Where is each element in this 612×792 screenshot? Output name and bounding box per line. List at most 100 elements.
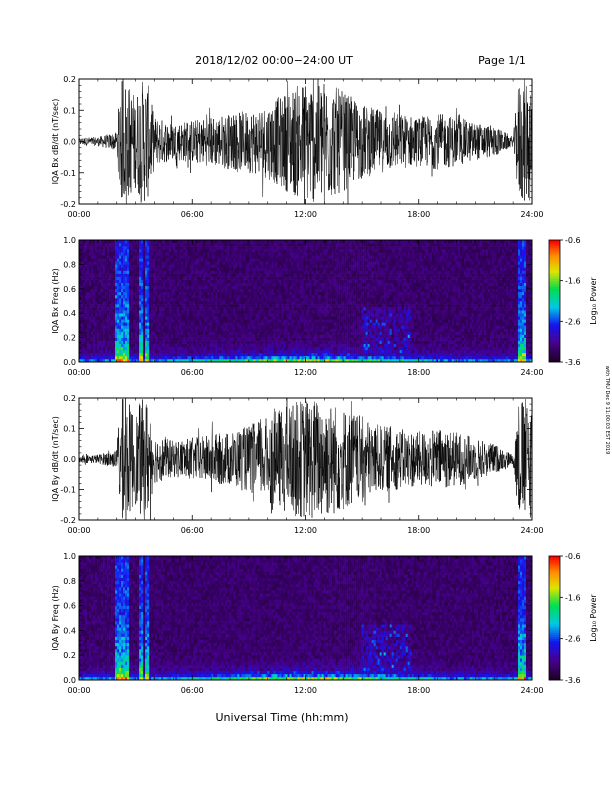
spectrogram-cell <box>127 276 130 280</box>
spectrogram-cell <box>161 261 164 265</box>
spectrogram-cell <box>199 355 202 360</box>
spectrogram-cell <box>183 252 186 256</box>
spectrogram-cell <box>249 331 252 335</box>
spectrogram-cell <box>239 270 242 274</box>
spectrogram-cell <box>85 304 88 308</box>
spectrogram-cell <box>149 270 152 274</box>
spectrogram-cell <box>229 288 232 293</box>
spectrogram-cell <box>205 258 208 262</box>
spectrogram-cell <box>285 276 288 280</box>
spectrogram-cell <box>123 240 126 244</box>
spectrogram-cell <box>157 313 160 317</box>
spectrogram-cell <box>91 270 94 274</box>
spectrogram-cell <box>219 325 222 329</box>
spectrogram-cell <box>257 240 260 244</box>
spectrogram-cell <box>151 316 154 320</box>
spectrogram-cell <box>247 334 250 338</box>
spectrogram-cell <box>267 246 270 250</box>
spectrogram-cell <box>225 294 228 299</box>
spectrogram-cell <box>85 276 88 280</box>
spectrogram-cell <box>305 304 308 308</box>
spectrogram-cell <box>271 240 274 244</box>
spectrogram-cell <box>113 343 116 348</box>
spectrogram-cell <box>117 343 120 348</box>
spectrogram-cell <box>119 291 122 296</box>
spectrogram-cell <box>247 255 250 259</box>
spectrogram-cell <box>161 264 164 268</box>
spectrogram-cell <box>257 279 260 283</box>
spectrogram-cell <box>313 325 316 329</box>
spectrogram-cell <box>287 331 290 335</box>
spectrogram-cell <box>163 297 166 302</box>
spectrogram-cell <box>233 346 236 351</box>
spectrogram-cell <box>135 316 138 320</box>
spectrogram-cell <box>79 297 82 302</box>
spectrogram-cell <box>111 264 114 268</box>
spectrogram-cell <box>135 304 138 308</box>
spectrogram-cell <box>241 328 244 332</box>
spectrogram-cell <box>153 264 156 268</box>
spectrogram-cell <box>127 334 130 338</box>
spectrogram-cell <box>211 337 214 341</box>
spectrogram-cell <box>117 316 120 320</box>
spectrogram-cell <box>195 252 198 256</box>
spectrogram-cell <box>211 322 214 326</box>
spectrogram-cell <box>271 304 274 308</box>
spectrogram-cell <box>157 264 160 268</box>
spectrogram-cell <box>303 328 306 332</box>
spectrogram-cell <box>221 322 224 326</box>
spectrogram-cell <box>247 358 250 363</box>
spectrogram-cell <box>131 343 134 348</box>
spectrogram-cell <box>161 285 164 290</box>
spectrogram-cell <box>217 322 220 326</box>
spectrogram-cell <box>195 258 198 262</box>
spectrogram-cell <box>161 288 164 293</box>
spectrogram-cell <box>79 246 82 250</box>
spectrogram-cell <box>213 325 216 329</box>
spectrogram-cell <box>81 294 84 299</box>
spectrogram-cell <box>307 337 310 341</box>
spectrogram-cell <box>123 252 126 256</box>
spectrogram-cell <box>87 331 90 335</box>
spectrogram-cell <box>279 261 282 265</box>
spectrogram-cell <box>139 343 142 348</box>
spectrogram-cell <box>135 270 138 274</box>
spectrogram-cell <box>149 279 152 283</box>
spectrogram-cell <box>273 255 276 259</box>
spectrogram-cell <box>309 346 312 351</box>
spectrogram-cell <box>181 316 184 320</box>
spectrogram-cell <box>249 276 252 280</box>
spectrogram-cell <box>299 288 302 293</box>
spectrogram-cell <box>273 316 276 320</box>
spectrogram-cell <box>193 297 196 302</box>
spectrogram-cell <box>299 279 302 283</box>
spectrogram-cell <box>241 288 244 293</box>
spectrogram-cell <box>253 249 256 253</box>
spectrogram-cell <box>125 313 128 317</box>
spectrogram-cell <box>201 325 204 329</box>
spectrogram-cell <box>95 310 98 314</box>
spectrogram-cell <box>111 328 114 332</box>
spectrogram-cell <box>209 307 212 311</box>
spectrogram-cell <box>263 258 266 262</box>
spectrogram-cell <box>115 291 118 296</box>
spectrogram-cell <box>257 304 260 308</box>
spectrogram-cell <box>295 261 298 265</box>
spectrogram-cell <box>205 261 208 265</box>
spectrogram-cell <box>159 325 162 329</box>
spectrogram-cell <box>299 243 302 247</box>
spectrogram-cell <box>147 316 150 320</box>
spectrogram-cell <box>303 313 306 317</box>
spectrogram-cell <box>299 307 302 311</box>
spectrogram-cell <box>169 340 172 344</box>
spectrogram-cell <box>299 331 302 335</box>
spectrogram-cells <box>79 240 533 363</box>
spectrogram-cell <box>157 334 160 338</box>
spectrogram-cell <box>179 267 182 271</box>
spectrogram-cell <box>253 240 256 244</box>
spectrogram-cell <box>235 310 238 314</box>
spectrogram-cell <box>103 240 106 244</box>
spectrogram-cell <box>167 346 170 351</box>
spectrogram-cell <box>319 273 322 277</box>
spectrogram-cell <box>167 313 170 317</box>
